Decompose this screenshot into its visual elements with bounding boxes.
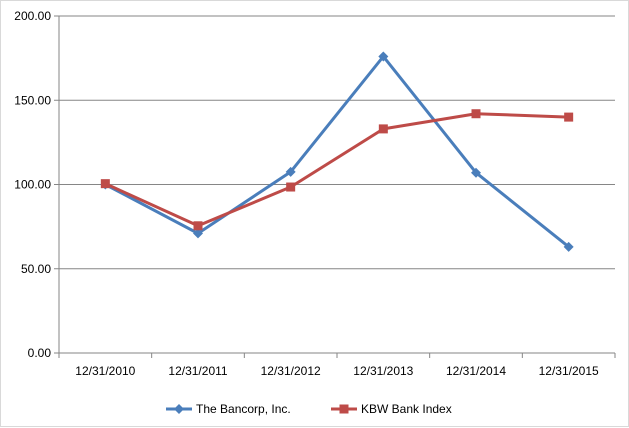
legend-marker [174, 404, 184, 414]
data-point [564, 112, 574, 122]
y-tick-label: 0.00 [28, 346, 52, 360]
legend-label: KBW Bank Index [361, 402, 452, 416]
x-tick-label: 12/31/2011 [168, 364, 227, 378]
data-point [378, 124, 388, 134]
grid-lines [59, 15, 615, 270]
series-line-0 [104, 54, 570, 249]
x-tick-label: 12/31/2013 [353, 364, 413, 378]
data-point [563, 241, 574, 252]
y-tick-label: 150.00 [14, 93, 51, 107]
legend-marker [339, 404, 349, 414]
data-point [285, 166, 296, 177]
x-tick-label: 12/31/2014 [446, 364, 506, 378]
x-tick-label: 12/31/2012 [261, 364, 321, 378]
series-line-1 [104, 112, 569, 228]
data-point [193, 228, 203, 239]
series [100, 51, 574, 252]
data-point [100, 179, 110, 189]
x-tick-label: 12/31/2015 [539, 364, 599, 378]
x-tick-labels: 12/31/2010 12/31/2011 12/31/2012 12/31/2013… [75, 364, 599, 378]
x-tick-label: 12/31/2010 [75, 364, 135, 378]
y-tick-label: 200.00 [14, 9, 51, 23]
legend-item-1: KBW Bank Index [331, 402, 452, 416]
series-0 [100, 51, 574, 252]
data-point [193, 221, 203, 231]
y-tick-label: 100.00 [14, 178, 51, 192]
legend-label: The Bancorp, Inc. [196, 402, 291, 416]
data-point [471, 109, 481, 119]
data-point [378, 51, 389, 62]
y-tick-labels: 0.00 50.00 100.00 150.00 200.00 [14, 9, 51, 360]
series-1 [100, 109, 574, 231]
y-tick-label: 50.00 [21, 262, 51, 276]
data-point [471, 167, 481, 178]
legend: The Bancorp, Inc. KBW Bank Index [166, 402, 452, 416]
legend-item-0: The Bancorp, Inc. [166, 402, 291, 416]
axes [54, 15, 616, 358]
data-point [286, 182, 296, 192]
